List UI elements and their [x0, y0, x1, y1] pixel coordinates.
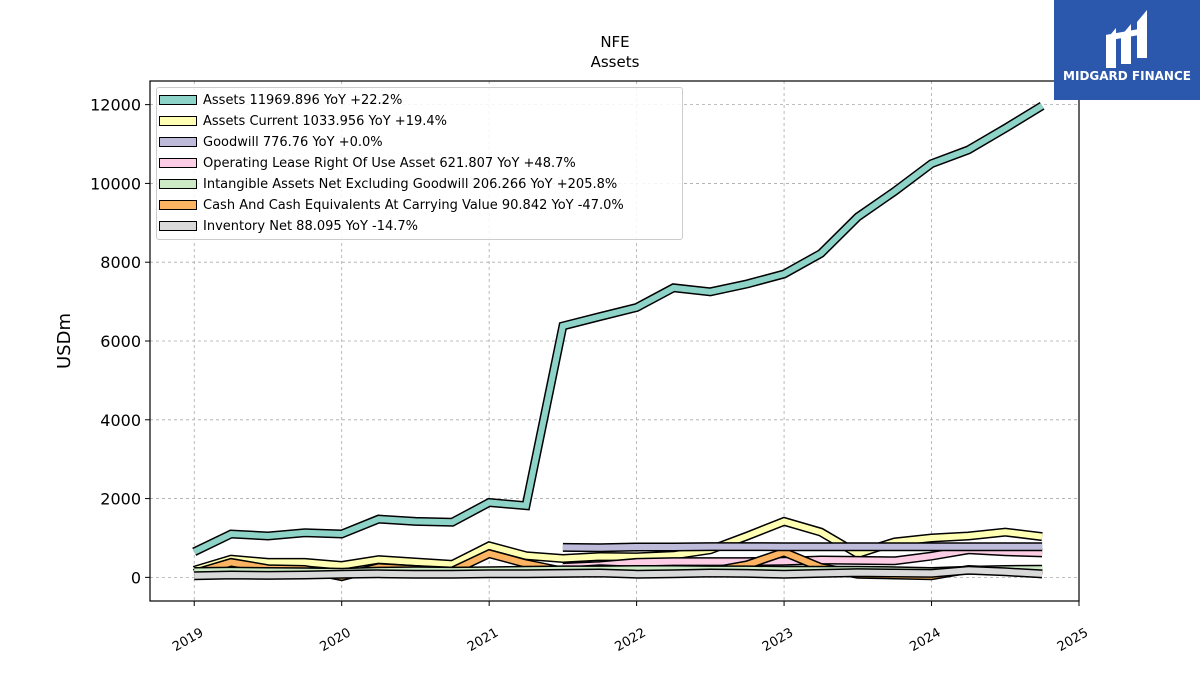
x-tick-label: 2024	[907, 625, 943, 655]
series-line-inventory-net	[194, 567, 1043, 579]
legend-swatch	[159, 137, 197, 147]
series-line-goodwill	[562, 543, 1043, 551]
legend-swatch	[159, 179, 197, 189]
series-line-assets-current	[193, 518, 1043, 574]
midgard-finance-logo-icon	[1106, 10, 1147, 68]
midgard-finance-logo: MIDGARD FINANCE	[1054, 0, 1200, 100]
y-tick-label: 8000	[100, 253, 141, 272]
x-tick-label: 2020	[318, 625, 354, 655]
x-tick-label: 2025	[1055, 625, 1091, 655]
legend-item: Assets 11969.896 YoY +22.2%	[159, 91, 402, 109]
x-axis: 2019 2020 2021 2022 2023 2024 2025	[170, 601, 1091, 655]
legend-label: Inventory Net 88.095 YoY -14.7%	[203, 218, 419, 234]
y-tick-label: 6000	[100, 332, 141, 351]
chart-title: NFE	[600, 33, 629, 51]
legend-swatch	[159, 158, 197, 168]
legend-item: Operating Lease Right Of Use Asset 621.8…	[159, 154, 576, 172]
legend-swatch	[159, 200, 197, 210]
legend-swatch	[159, 95, 197, 105]
legend-label: Assets 11969.896 YoY +22.2%	[203, 92, 403, 108]
x-tick-label: 2021	[465, 625, 501, 655]
chart-subtitle: Assets	[591, 53, 640, 71]
legend-swatch	[159, 221, 197, 231]
series-line-assets	[192, 103, 1044, 555]
legend-item: Inventory Net 88.095 YoY -14.7%	[159, 217, 418, 235]
chart-series-layer	[192, 101, 1045, 582]
legend-item: Intangible Assets Net Excluding Goodwill…	[159, 175, 617, 193]
legend-label: Goodwill 776.76 YoY +0.0%	[203, 134, 383, 150]
legend-item: Assets Current 1033.956 YoY +19.4%	[159, 112, 447, 130]
y-tick-label: 0	[131, 568, 141, 587]
logo-text: MIDGARD FINANCE	[1063, 69, 1191, 83]
legend-item: Cash And Cash Equivalents At Carrying Va…	[159, 196, 624, 214]
y-axis-label: USDm	[54, 313, 75, 369]
legend-swatch	[159, 116, 197, 126]
legend-label: Operating Lease Right Of Use Asset 621.8…	[203, 155, 576, 171]
chart-legend: Assets 11969.896 YoY +22.2% Assets Curren…	[156, 87, 683, 240]
legend-label: Assets Current 1033.956 YoY +19.4%	[203, 113, 447, 129]
x-tick-label: 2019	[170, 625, 206, 655]
y-tick-label: 2000	[100, 490, 141, 509]
y-axis: 0 2000 4000 6000 8000 10000 12000	[90, 96, 150, 587]
x-tick-label: 2023	[760, 625, 796, 655]
y-tick-label: 12000	[90, 96, 141, 115]
x-tick-label: 2022	[612, 625, 648, 655]
legend-label: Cash And Cash Equivalents At Carrying Va…	[203, 197, 624, 213]
y-tick-label: 4000	[100, 411, 141, 430]
legend-label: Intangible Assets Net Excluding Goodwill…	[203, 176, 618, 192]
y-tick-label: 10000	[90, 174, 141, 193]
legend-item: Goodwill 776.76 YoY +0.0%	[159, 133, 383, 151]
